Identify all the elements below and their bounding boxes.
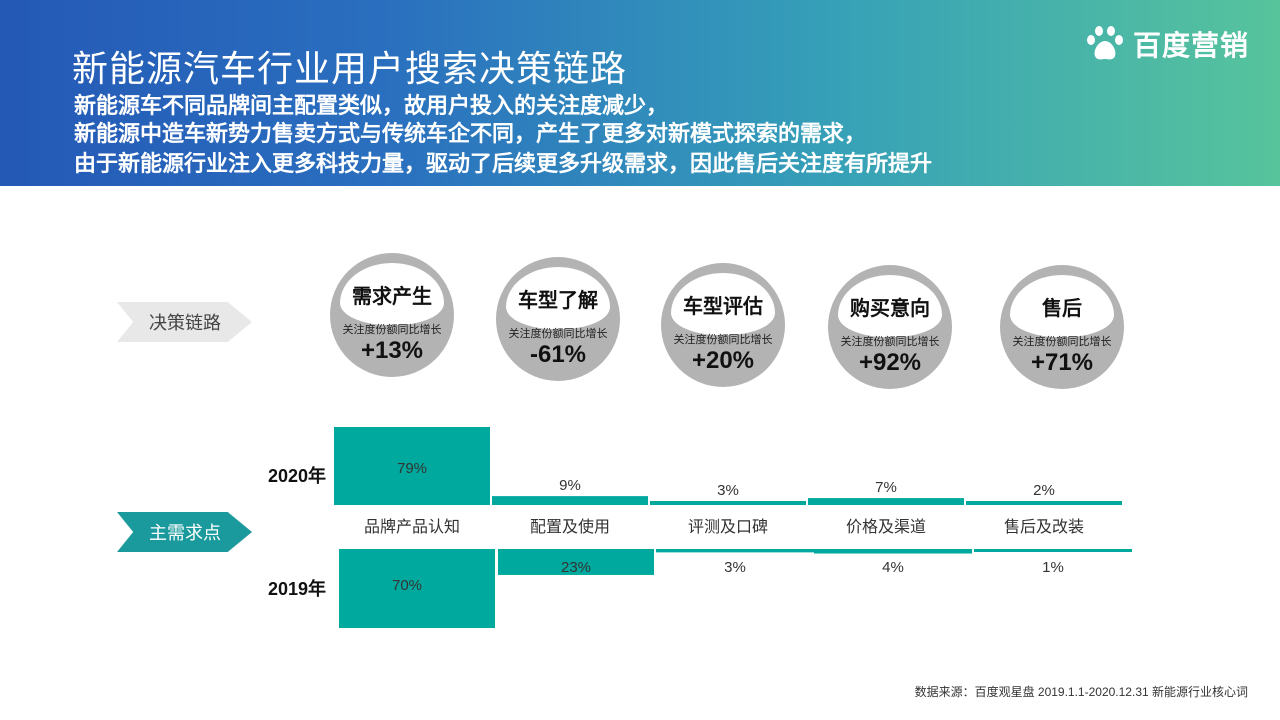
- decision-chain-label: 决策链路: [117, 302, 252, 342]
- stage-metric-label: 关注度份额同比增长: [342, 324, 442, 336]
- bar-label-2020-1: 9%: [559, 477, 581, 494]
- logo-text: 百度营销: [1133, 30, 1250, 61]
- stage-growth-value: +20%: [691, 347, 755, 374]
- category-label-2: 评测及口碑: [688, 518, 768, 536]
- stage-metric-label: 关注度份额同比增长: [508, 328, 608, 340]
- category-label-1: 配置及使用: [530, 518, 610, 536]
- stage-name: 售后: [1042, 297, 1082, 320]
- bar-2020-4: [966, 501, 1122, 505]
- bar-2019-0: [339, 549, 495, 628]
- stage-demand: 需求产生 关注度份额同比增长 +13%: [330, 253, 454, 377]
- stage-after-sales: 售后 关注度份额同比增长 +71%: [1000, 265, 1124, 389]
- bar-2019-3: [814, 549, 972, 554]
- stage-name: 购买意向: [850, 297, 930, 320]
- page-title: 新能源汽车行业用户搜索决策链路: [72, 48, 628, 89]
- bar-label-2020-4: 2%: [1033, 482, 1055, 499]
- bar-label-2019-3: 4%: [882, 559, 904, 576]
- stage-metric-label: 关注度份额同比增长: [840, 336, 940, 348]
- bar-label-2019-1: 23%: [561, 559, 591, 576]
- category-label-3: 价格及渠道: [846, 518, 926, 536]
- baidu-marketing-logo: 百度营销: [1085, 24, 1249, 64]
- bar-2020-2: [650, 501, 806, 505]
- category-label-4: 售后及改装: [1004, 518, 1084, 536]
- subtitle-line-2: 新能源中造车新势力售卖方式与传统车企不同，产生了更多对新模式探索的需求，: [74, 121, 867, 146]
- stage-purchase-intent: 购买意向 关注度份额同比增长 +92%: [828, 265, 952, 389]
- bar-label-2019-4: 1%: [1042, 559, 1064, 576]
- stage-metric-label: 关注度份额同比增长: [673, 334, 773, 346]
- stage-growth-value: +13%: [360, 337, 424, 364]
- bar-2020-0: [334, 427, 490, 505]
- header-banner: 新能源汽车行业用户搜索决策链路 新能源车不同品牌间主配置类似，故用户投入的关注度…: [0, 0, 1280, 186]
- stage-growth-value: -61%: [529, 341, 587, 368]
- subtitle-line-3: 由于新能源行业注入更多科技力量，驱动了后续更多升级需求，因此售后关注度有所提升: [74, 151, 933, 176]
- stage-growth-value: +71%: [1030, 349, 1094, 376]
- bar-label-2019-2: 3%: [724, 559, 746, 576]
- data-source-note: 数据来源：百度观星盘 2019.1.1-2020.12.31 新能源行业核心词: [914, 685, 1248, 699]
- bar-2020-3: [808, 498, 964, 505]
- stage-growth-value: +92%: [858, 349, 922, 376]
- bar-label-2020-3: 7%: [875, 479, 897, 496]
- subtitle-line-1: 新能源车不同品牌间主配置类似，故用户投入的关注度减少，: [74, 93, 669, 118]
- category-label-0: 品牌产品认知: [364, 518, 460, 536]
- baidu-paw-icon: [1087, 26, 1123, 60]
- bar-2019-4: [974, 549, 1132, 552]
- bar-label-2020-0: 79%: [397, 460, 427, 477]
- bar-2019-1: [498, 549, 654, 575]
- stage-model-evaluation: 车型评估 关注度份额同比增长 +20%: [661, 263, 785, 387]
- stage-model-understanding: 车型了解 关注度份额同比增长 -61%: [496, 257, 620, 381]
- main-needs-label: 主需求点: [117, 512, 252, 552]
- year-label-2020: 2020年: [268, 466, 327, 486]
- stage-metric-label: 关注度份额同比增长: [1012, 336, 1112, 348]
- year-label-2019: 2019年: [268, 579, 327, 599]
- bar-2020-1: [492, 496, 648, 505]
- stage-name: 车型了解: [518, 289, 598, 312]
- bar-label-2020-2: 3%: [717, 482, 739, 499]
- bar-2019-2: [656, 549, 814, 553]
- bar-label-2019-0: 70%: [392, 577, 422, 594]
- stage-name: 车型评估: [683, 295, 763, 318]
- stage-name: 需求产生: [352, 285, 432, 308]
